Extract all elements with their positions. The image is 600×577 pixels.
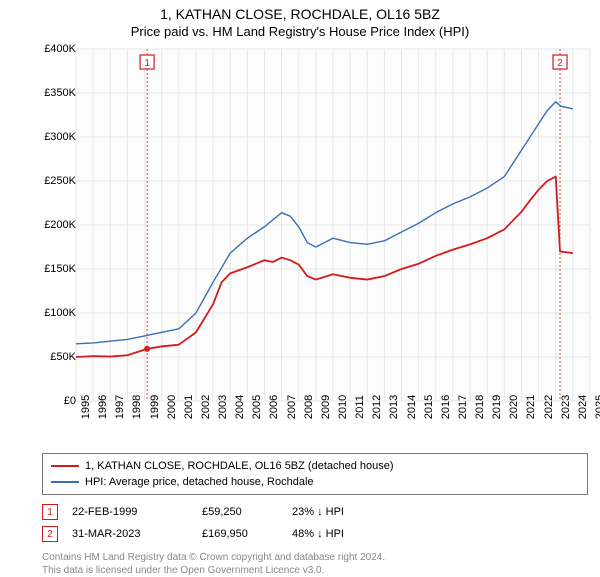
footer: Contains HM Land Registry data © Crown c… <box>42 551 588 577</box>
marker-price: £169,950 <box>202 528 292 540</box>
xtick-label: 2012 <box>371 395 383 419</box>
xtick-label: 2011 <box>354 395 366 419</box>
xtick-label: 1995 <box>80 395 92 419</box>
xtick-label: 2017 <box>457 395 469 419</box>
xtick-label: 2013 <box>388 395 400 419</box>
xtick-label: 2006 <box>268 395 280 419</box>
marker-date: 22-FEB-1999 <box>72 506 202 518</box>
plot-area: 12 £0£50K£100K£150K£200K£250K£300K£350K£… <box>40 45 600 405</box>
marker-delta: 23% ↓ HPI <box>292 506 344 518</box>
marker-delta: 48% ↓ HPI <box>292 528 344 540</box>
xtick-label: 2002 <box>200 395 212 419</box>
ytick-label: £400K <box>44 43 76 55</box>
legend-label: HPI: Average price, detached house, Roch… <box>85 476 314 488</box>
xtick-label: 2001 <box>183 395 195 419</box>
xtick-label: 2003 <box>217 395 229 419</box>
xtick-label: 2007 <box>286 395 298 419</box>
ytick-label: £200K <box>44 219 76 231</box>
svg-text:1: 1 <box>144 58 150 69</box>
ytick-label: £50K <box>50 351 76 363</box>
legend-label: 1, KATHAN CLOSE, ROCHDALE, OL16 5BZ (det… <box>85 460 394 472</box>
marker-id-box: 2 <box>42 526 58 542</box>
xtick-label: 2005 <box>251 395 263 419</box>
xtick-label: 2020 <box>508 395 520 419</box>
xtick-label: 2000 <box>166 395 178 419</box>
ytick-label: £100K <box>44 307 76 319</box>
xtick-label: 2004 <box>234 395 246 419</box>
ytick-label: £0 <box>64 395 76 407</box>
footer-line: This data is licensed under the Open Gov… <box>42 564 588 577</box>
xtick-label: 2022 <box>543 395 555 419</box>
ytick-label: £150K <box>44 263 76 275</box>
xtick-label: 2010 <box>337 395 349 419</box>
legend-row: 1, KATHAN CLOSE, ROCHDALE, OL16 5BZ (det… <box>51 458 579 474</box>
chart-subtitle: Price paid vs. HM Land Registry's House … <box>0 22 600 45</box>
plot-svg: 12 <box>40 45 600 405</box>
footer-line: Contains HM Land Registry data © Crown c… <box>42 551 588 564</box>
xtick-label: 1998 <box>131 395 143 419</box>
ytick-label: £300K <box>44 131 76 143</box>
xtick-label: 2015 <box>423 395 435 419</box>
xtick-label: 2018 <box>474 395 486 419</box>
xtick-label: 2008 <box>303 395 315 419</box>
legend-swatch <box>51 465 79 467</box>
xtick-label: 2014 <box>406 395 418 419</box>
xtick-label: 1999 <box>149 395 161 419</box>
marker-row: 2 31-MAR-2023 £169,950 48% ↓ HPI <box>42 523 588 545</box>
xtick-label: 2025 <box>594 395 600 419</box>
marker-price: £59,250 <box>202 506 292 518</box>
legend-swatch <box>51 481 79 483</box>
xtick-label: 2024 <box>577 395 589 419</box>
marker-row: 1 22-FEB-1999 £59,250 23% ↓ HPI <box>42 501 588 523</box>
marker-id-box: 1 <box>42 504 58 520</box>
xtick-label: 2019 <box>491 395 503 419</box>
marker-table: 1 22-FEB-1999 £59,250 23% ↓ HPI 2 31-MAR… <box>42 501 588 545</box>
xtick-label: 2016 <box>440 395 452 419</box>
chart-title: 1, KATHAN CLOSE, ROCHDALE, OL16 5BZ <box>0 0 600 22</box>
xtick-label: 2021 <box>525 395 537 419</box>
svg-text:2: 2 <box>557 58 563 69</box>
ytick-label: £350K <box>44 87 76 99</box>
legend-row: HPI: Average price, detached house, Roch… <box>51 474 579 490</box>
xtick-label: 1997 <box>114 395 126 419</box>
legend-box: 1, KATHAN CLOSE, ROCHDALE, OL16 5BZ (det… <box>42 453 588 495</box>
xtick-label: 1996 <box>97 395 109 419</box>
ytick-label: £250K <box>44 175 76 187</box>
xtick-label: 2023 <box>560 395 572 419</box>
marker-date: 31-MAR-2023 <box>72 528 202 540</box>
chart-container: 1, KATHAN CLOSE, ROCHDALE, OL16 5BZ Pric… <box>0 0 600 560</box>
xtick-label: 2009 <box>320 395 332 419</box>
